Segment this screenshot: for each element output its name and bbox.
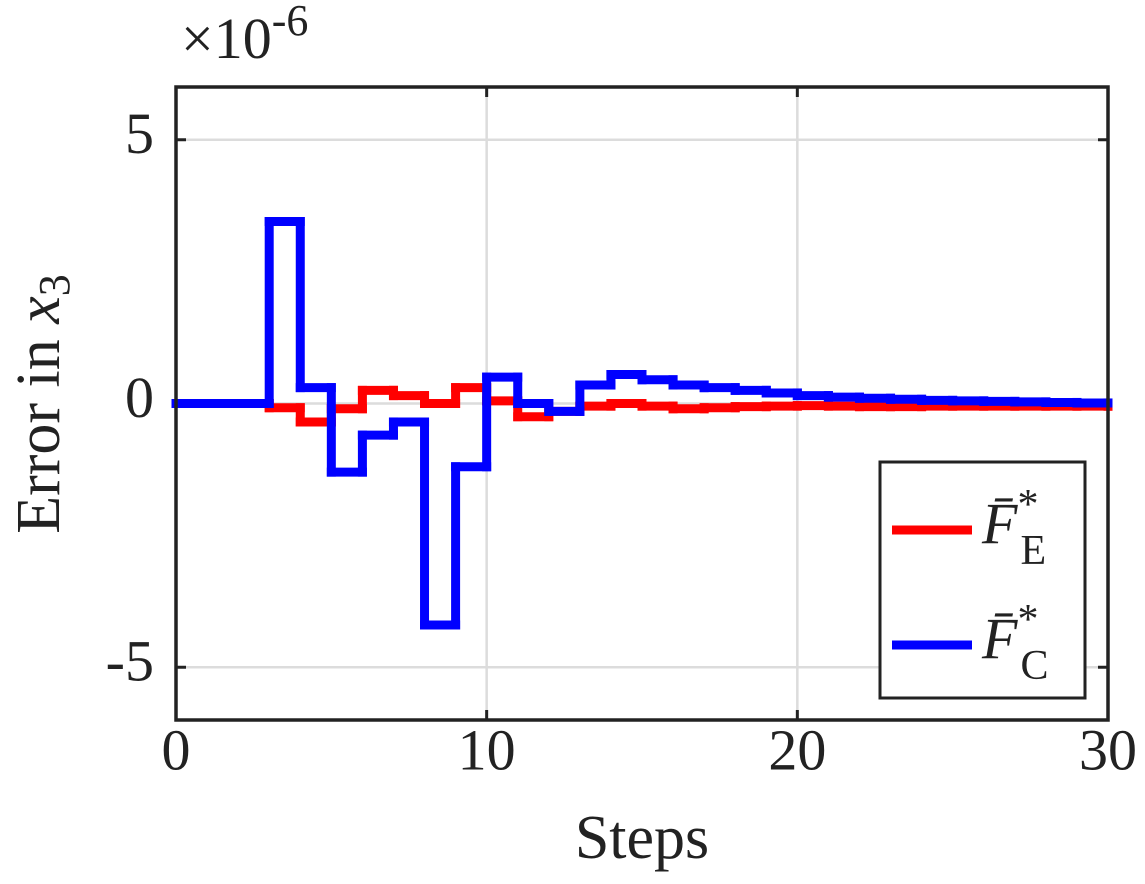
x-axis-label: Steps [575, 804, 709, 872]
y-multiplier-exp: -6 [272, 0, 309, 45]
series [171, 217, 1113, 630]
y-label-sub: 3 [30, 274, 79, 296]
legend-sub: E [1020, 528, 1046, 574]
x-tick-label: 10 [458, 717, 516, 782]
y-label-text: Error in [5, 324, 73, 534]
y-label-var: x [5, 296, 73, 325]
x-tick-label: 30 [1079, 717, 1137, 782]
legend-sup: * [1017, 597, 1038, 643]
x-tick-label: 0 [162, 717, 191, 782]
legend-name: F̄ [981, 491, 1018, 556]
legend-name: F̄ [981, 606, 1018, 671]
y-multiplier-base: ×10 [181, 6, 272, 71]
x-tick-label: 20 [768, 717, 826, 782]
y-tick-label: 5 [125, 101, 154, 166]
axes-box [174, 85, 1110, 722]
y-multiplier: ×10-6 [181, 0, 308, 71]
legend-box [878, 460, 1087, 700]
legend-label: F̄* E [981, 482, 1046, 574]
y-axis-label: Error in x3 [5, 274, 79, 534]
legend-sub: C [1020, 643, 1048, 689]
legend-label: F̄* C [981, 597, 1048, 689]
y-tick-label: -5 [106, 629, 154, 694]
legend-sup: * [1017, 482, 1038, 528]
y-tick-label: 0 [125, 365, 154, 430]
